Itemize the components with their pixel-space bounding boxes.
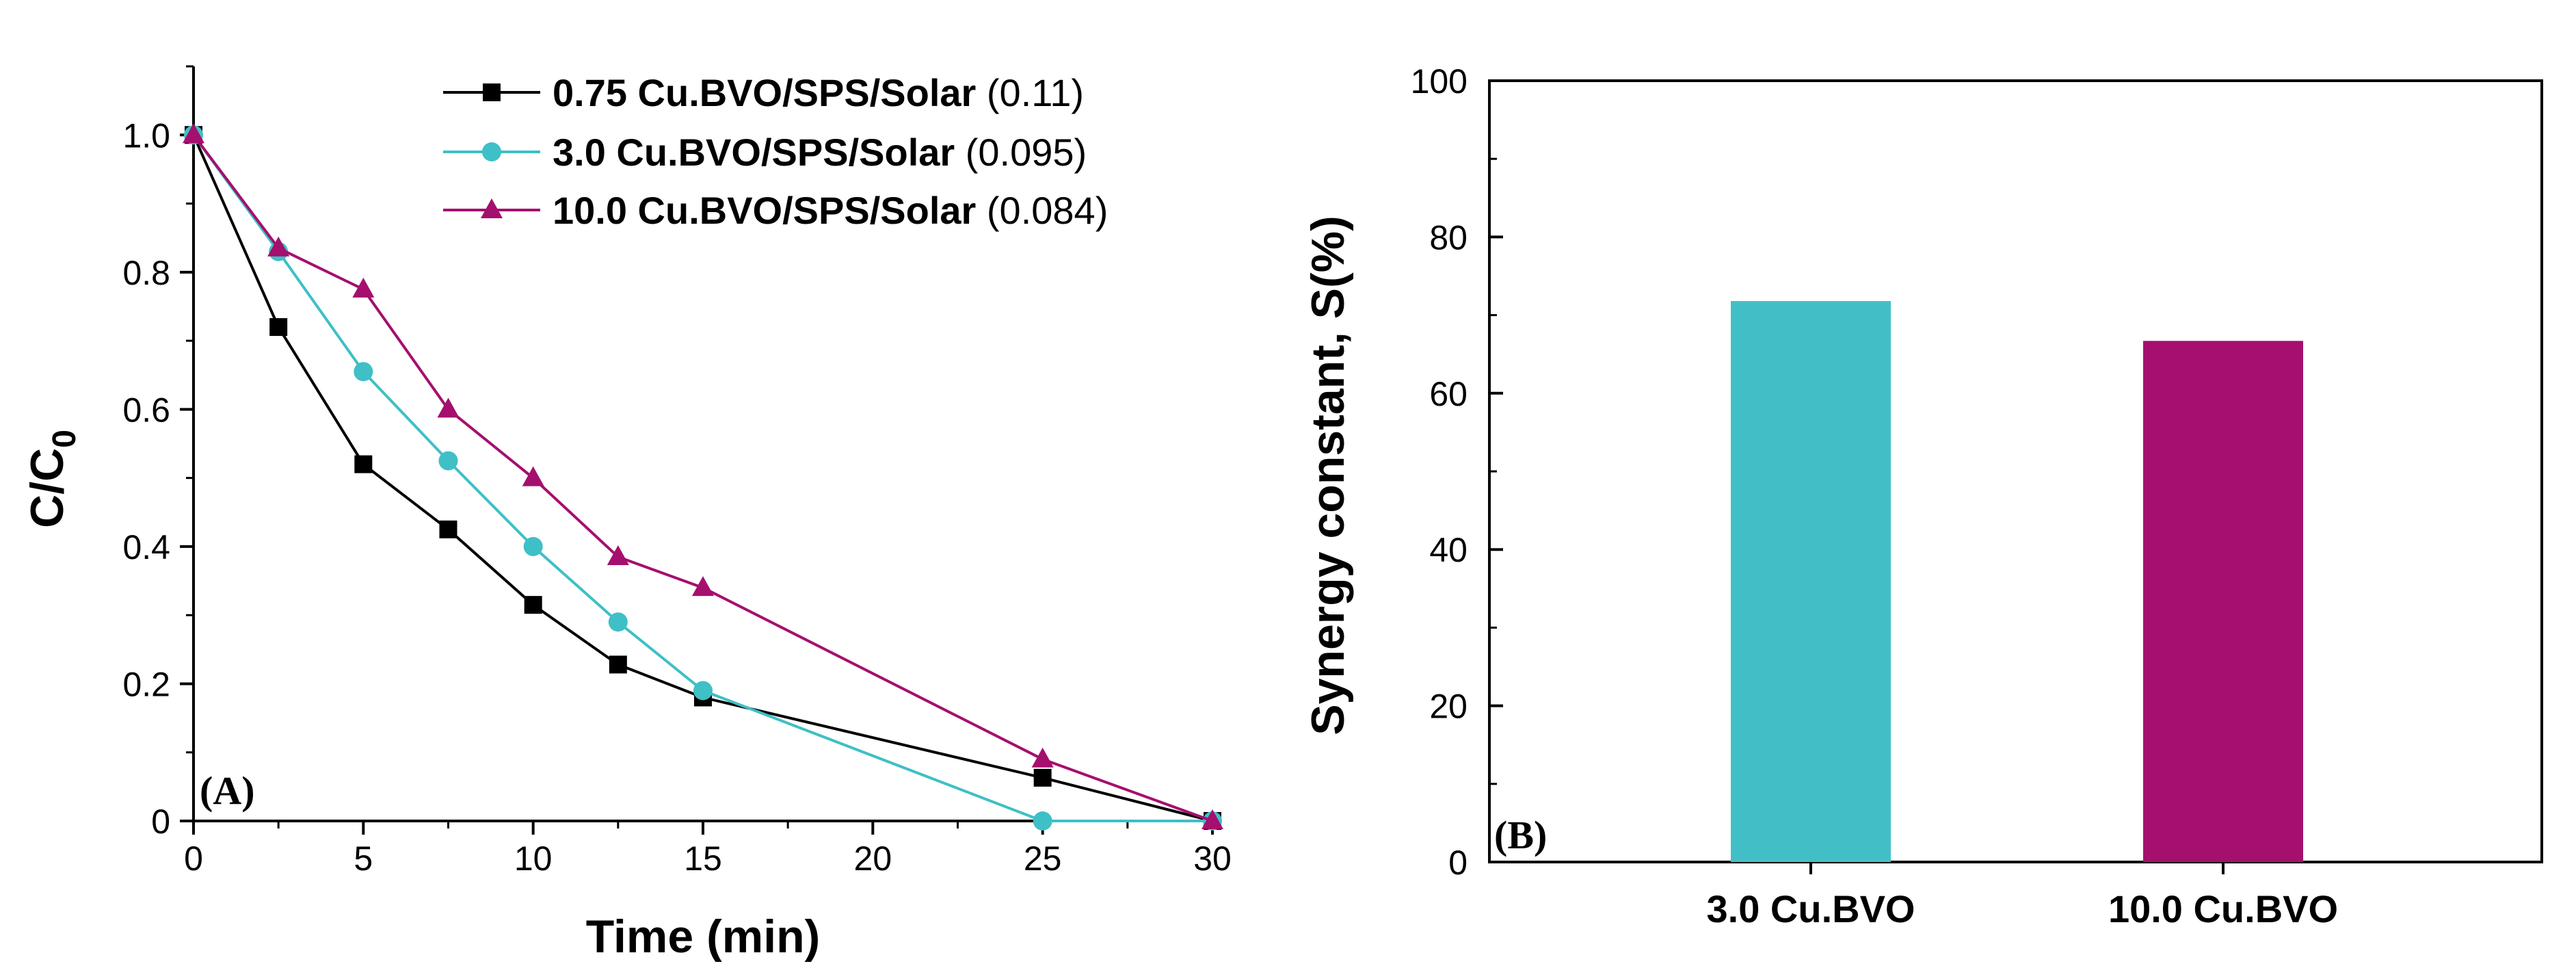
chart-b-y-tick-label: 60	[1429, 375, 1468, 413]
chart-a-series-line	[192, 134, 1213, 822]
chart-a-legend-item: 3.0 Cu.BVO/SPS/Solar (0.095)	[443, 131, 1087, 174]
chart-b-y-tick-label: 20	[1429, 688, 1468, 726]
chart-b-y-tick-label: 40	[1429, 531, 1468, 569]
chart-a-x-tick-label: 15	[684, 839, 722, 878]
chart-b-y-tick-label: 0	[1448, 844, 1468, 882]
chart-b-x-tick-label: 3.0 Cu.BVO	[1707, 887, 1915, 930]
chart-a-axes: 0 5 10 15 20 25 30 0 0.2 0.4 0.6 0.8 1.0	[122, 65, 1232, 878]
chart-a-x-tick-label: 10	[514, 839, 553, 878]
chart-a-y-tick-label: 0.4	[122, 528, 170, 566]
chart-a-data-point	[1033, 768, 1052, 787]
chart-a-legend-marker	[483, 83, 501, 101]
chart-a-y-axis-title-sub: 0	[47, 430, 83, 448]
chart-a-data-point	[1033, 811, 1052, 831]
chart-a-legend-item: 10.0 Cu.BVO/SPS/Solar (0.084)	[443, 189, 1108, 232]
chart-a-x-axis-title: Time (min)	[586, 911, 821, 963]
chart-a-data-point	[183, 123, 204, 144]
chart-a-x-tick-label: 5	[354, 839, 373, 878]
chart-b-y-axis-title: Synergy constant, S(%)	[1302, 216, 1354, 735]
chart-b-axes: 0 20 40 60 80 100 3.0 Cu.BVO 10.0 Cu.BVO	[1411, 62, 2543, 930]
chart-a-y-axis-title-main: C/C	[21, 448, 73, 528]
chart-a-legend-marker	[482, 142, 501, 161]
chart-a-data-point	[524, 596, 542, 614]
chart-a-legend-name: 10.0 Cu.BVO/SPS/Solar	[553, 189, 976, 232]
chart-a-legend-marker	[481, 198, 503, 218]
chart-b-y-tick-label: 100	[1411, 62, 1468, 101]
chart-a-legend-label: 0.75 Cu.BVO/SPS/Solar (0.11)	[553, 71, 1084, 114]
chart-a-data-point	[438, 451, 458, 471]
chart-a-data-point	[354, 362, 373, 382]
chart-b-y-tick-label: 80	[1429, 218, 1468, 257]
chart-b-bars	[1731, 301, 2303, 862]
chart-a-data-point	[609, 655, 627, 674]
chart-a-data-point	[692, 576, 714, 597]
chart-b-bar	[2143, 341, 2303, 862]
chart-a-legend: 0.75 Cu.BVO/SPS/Solar (0.11) 3.0 Cu.BVO/S…	[443, 71, 1108, 232]
chart-a-data-point	[607, 545, 629, 565]
chart-a-panel-label: (A)	[200, 768, 255, 813]
chart-a-y-axis-title: C/C0	[21, 430, 83, 528]
chart-a-legend-name: 0.75 Cu.BVO/SPS/Solar	[553, 71, 976, 114]
chart-b-frame	[1488, 79, 2543, 863]
chart-a-series	[183, 123, 1223, 831]
chart-a-y-tick-label: 0.8	[122, 254, 170, 292]
chart-a-data-point	[523, 536, 543, 556]
chart-a-data-point	[608, 612, 628, 632]
chart-b-x-tick-label: 10.0 Cu.BVO	[2108, 887, 2338, 930]
chart-a-data-point	[267, 236, 290, 257]
chart-a-y-tick-label: 1.0	[122, 116, 170, 155]
chart-a-data-point	[354, 455, 373, 473]
chart-b-bar	[1731, 301, 1891, 862]
chart-a-data-point	[522, 466, 544, 486]
chart-b-panel-label: (B)	[1494, 813, 1547, 857]
chart-a-data-point	[1201, 809, 1223, 829]
chart-a-legend-label: 10.0 Cu.BVO/SPS/Solar (0.084)	[553, 189, 1108, 232]
chart-a-y-tick-label: 0	[151, 802, 170, 841]
chart-a-x-tick-label: 0	[184, 839, 203, 878]
chart-a-data-point	[439, 520, 457, 538]
chart-a-legend-rate: (0.095)	[955, 131, 1087, 174]
chart-a-x-tick-label: 20	[854, 839, 892, 878]
chart-a-data-point	[269, 318, 288, 337]
chart-a-data-point	[352, 277, 375, 298]
chart-a-legend-rate: (0.11)	[976, 71, 1084, 114]
chart-a-y-tick-label: 0.6	[122, 391, 170, 429]
chart-a-x-tick-label: 30	[1193, 839, 1232, 878]
chart-a-series-2	[183, 123, 1223, 829]
chart-a-series-line	[192, 134, 1213, 822]
chart-a-legend-name: 3.0 Cu.BVO/SPS/Solar	[553, 131, 955, 174]
chart-b: 0 20 40 60 80 100 3.0 Cu.BVO 10.0 Cu.BVO (B) Sy…	[1302, 62, 2543, 930]
chart-a-data-point	[437, 397, 460, 418]
chart-a-y-tick-label: 0.2	[122, 665, 170, 703]
chart-a-data-point	[693, 681, 713, 701]
chart-a-data-point	[1031, 747, 1054, 768]
chart-a: 0 5 10 15 20 25 30 0 0.2 0.4 0.6 0.8 1.0 0.75 Cu.BVO…	[21, 65, 1232, 963]
chart-a-legend-item: 0.75 Cu.BVO/SPS/Solar (0.11)	[443, 71, 1084, 114]
chart-a-legend-rate: (0.084)	[976, 189, 1108, 232]
chart-a-x-tick-label: 25	[1024, 839, 1062, 878]
chart-a-series-line	[192, 134, 1212, 822]
chart-a-legend-label: 3.0 Cu.BVO/SPS/Solar (0.095)	[553, 131, 1087, 174]
